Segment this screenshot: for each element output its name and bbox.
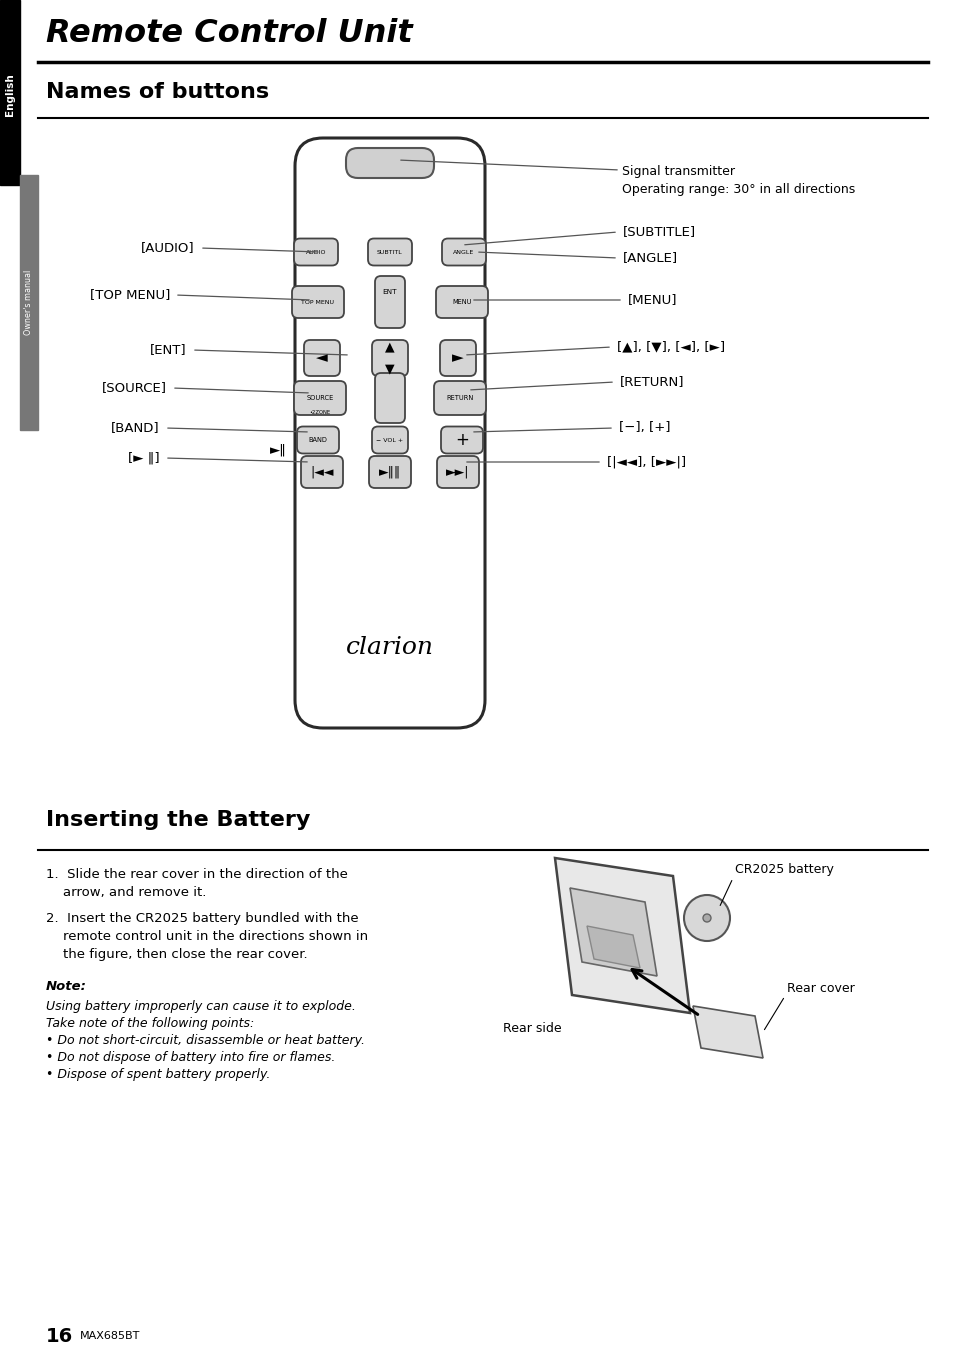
Text: 2.  Insert the CR2025 battery bundled with the: 2. Insert the CR2025 battery bundled wit… (46, 913, 358, 925)
Text: [► ‖]: [► ‖] (129, 452, 160, 465)
Text: BAND: BAND (308, 437, 327, 443)
Text: 1.  Slide the rear cover in the direction of the: 1. Slide the rear cover in the direction… (46, 868, 348, 882)
Polygon shape (692, 1006, 762, 1059)
Text: TOP MENU: TOP MENU (301, 300, 335, 304)
Text: ►‖‖: ►‖‖ (378, 465, 400, 479)
FancyBboxPatch shape (436, 287, 488, 318)
Text: RETURN: RETURN (446, 395, 473, 402)
FancyBboxPatch shape (441, 238, 485, 265)
Text: [▲], [▼], [◄], [►]: [▲], [▼], [◄], [►] (617, 341, 724, 353)
Text: • Do not dispose of battery into fire or flames.: • Do not dispose of battery into fire or… (46, 1051, 335, 1064)
Text: ENT: ENT (382, 289, 396, 295)
Text: Names of buttons: Names of buttons (46, 82, 269, 101)
Text: Signal transmitter: Signal transmitter (621, 165, 734, 178)
Bar (20, 174, 38, 430)
FancyBboxPatch shape (368, 238, 412, 265)
Text: the figure, then close the rear cover.: the figure, then close the rear cover. (46, 948, 307, 961)
Polygon shape (569, 888, 657, 976)
Text: AUDIO: AUDIO (305, 250, 326, 254)
FancyBboxPatch shape (439, 339, 476, 376)
FancyBboxPatch shape (294, 138, 484, 727)
Text: ◄: ◄ (315, 350, 328, 365)
Text: [TOP MENU]: [TOP MENU] (90, 288, 170, 301)
Text: Take note of the following points:: Take note of the following points: (46, 1017, 254, 1030)
Text: Using battery improperly can cause it to explode.: Using battery improperly can cause it to… (46, 1000, 355, 1013)
Text: Remote Control Unit: Remote Control Unit (46, 18, 413, 49)
Text: Rear cover: Rear cover (786, 982, 854, 995)
FancyBboxPatch shape (440, 426, 482, 453)
FancyBboxPatch shape (369, 456, 411, 488)
Text: ►: ► (452, 350, 463, 365)
Text: [MENU]: [MENU] (627, 293, 677, 307)
FancyBboxPatch shape (372, 339, 408, 376)
FancyBboxPatch shape (294, 381, 346, 415)
Text: ▼: ▼ (385, 362, 395, 376)
Text: MENU: MENU (452, 299, 471, 306)
Polygon shape (555, 859, 689, 1013)
Text: [AUDIO]: [AUDIO] (141, 242, 194, 254)
Text: [ENT]: [ENT] (151, 343, 187, 357)
FancyBboxPatch shape (296, 426, 338, 453)
Text: [SUBTITLE]: [SUBTITLE] (622, 226, 696, 238)
Text: Note:: Note: (46, 980, 87, 992)
Text: Rear side: Rear side (502, 1022, 561, 1034)
Circle shape (683, 895, 729, 941)
FancyBboxPatch shape (372, 426, 408, 453)
Text: English: English (5, 73, 15, 116)
Text: Owner's manual: Owner's manual (25, 269, 33, 335)
Text: remote control unit in the directions shown in: remote control unit in the directions sh… (46, 930, 368, 942)
Text: ▲: ▲ (385, 341, 395, 353)
FancyBboxPatch shape (301, 456, 343, 488)
Text: 16: 16 (46, 1326, 73, 1345)
Text: • Do not short-circuit, disassemble or heat battery.: • Do not short-circuit, disassemble or h… (46, 1034, 365, 1046)
FancyBboxPatch shape (294, 238, 337, 265)
Bar (0, 0, 20, 185)
FancyBboxPatch shape (304, 339, 339, 376)
Text: SUBTITL: SUBTITL (376, 250, 402, 254)
Text: Operating range: 30° in all directions: Operating range: 30° in all directions (621, 183, 854, 196)
Text: MAX685BT: MAX685BT (80, 1330, 140, 1341)
Text: Inserting the Battery: Inserting the Battery (46, 810, 310, 830)
Text: CR2025 battery: CR2025 battery (734, 864, 833, 876)
Text: ►►|: ►►| (446, 465, 469, 479)
Text: ANGLE: ANGLE (453, 250, 475, 254)
Text: •2ZONE: •2ZONE (309, 411, 331, 415)
Text: • Dispose of spent battery properly.: • Dispose of spent battery properly. (46, 1068, 270, 1082)
Text: SOURCE: SOURCE (306, 395, 334, 402)
Text: [SOURCE]: [SOURCE] (102, 381, 167, 395)
Text: [−], [+]: [−], [+] (618, 422, 670, 434)
Text: [ANGLE]: [ANGLE] (622, 251, 678, 265)
FancyBboxPatch shape (375, 373, 405, 423)
Text: +: + (455, 431, 469, 449)
Text: arrow, and remove it.: arrow, and remove it. (46, 886, 206, 899)
FancyBboxPatch shape (436, 456, 478, 488)
FancyBboxPatch shape (346, 147, 434, 178)
Text: [|◄◄], [►►|]: [|◄◄], [►►|] (606, 456, 685, 469)
Text: [BAND]: [BAND] (112, 422, 160, 434)
Text: ►‖: ►‖ (270, 443, 287, 457)
FancyBboxPatch shape (375, 276, 405, 329)
Circle shape (702, 914, 710, 922)
FancyBboxPatch shape (292, 287, 344, 318)
Text: − VOL +: − VOL + (376, 438, 403, 442)
FancyBboxPatch shape (434, 381, 485, 415)
Text: clarion: clarion (346, 637, 434, 660)
Text: [RETURN]: [RETURN] (619, 376, 684, 388)
Polygon shape (586, 926, 639, 968)
Text: |◄◄: |◄◄ (310, 465, 334, 479)
